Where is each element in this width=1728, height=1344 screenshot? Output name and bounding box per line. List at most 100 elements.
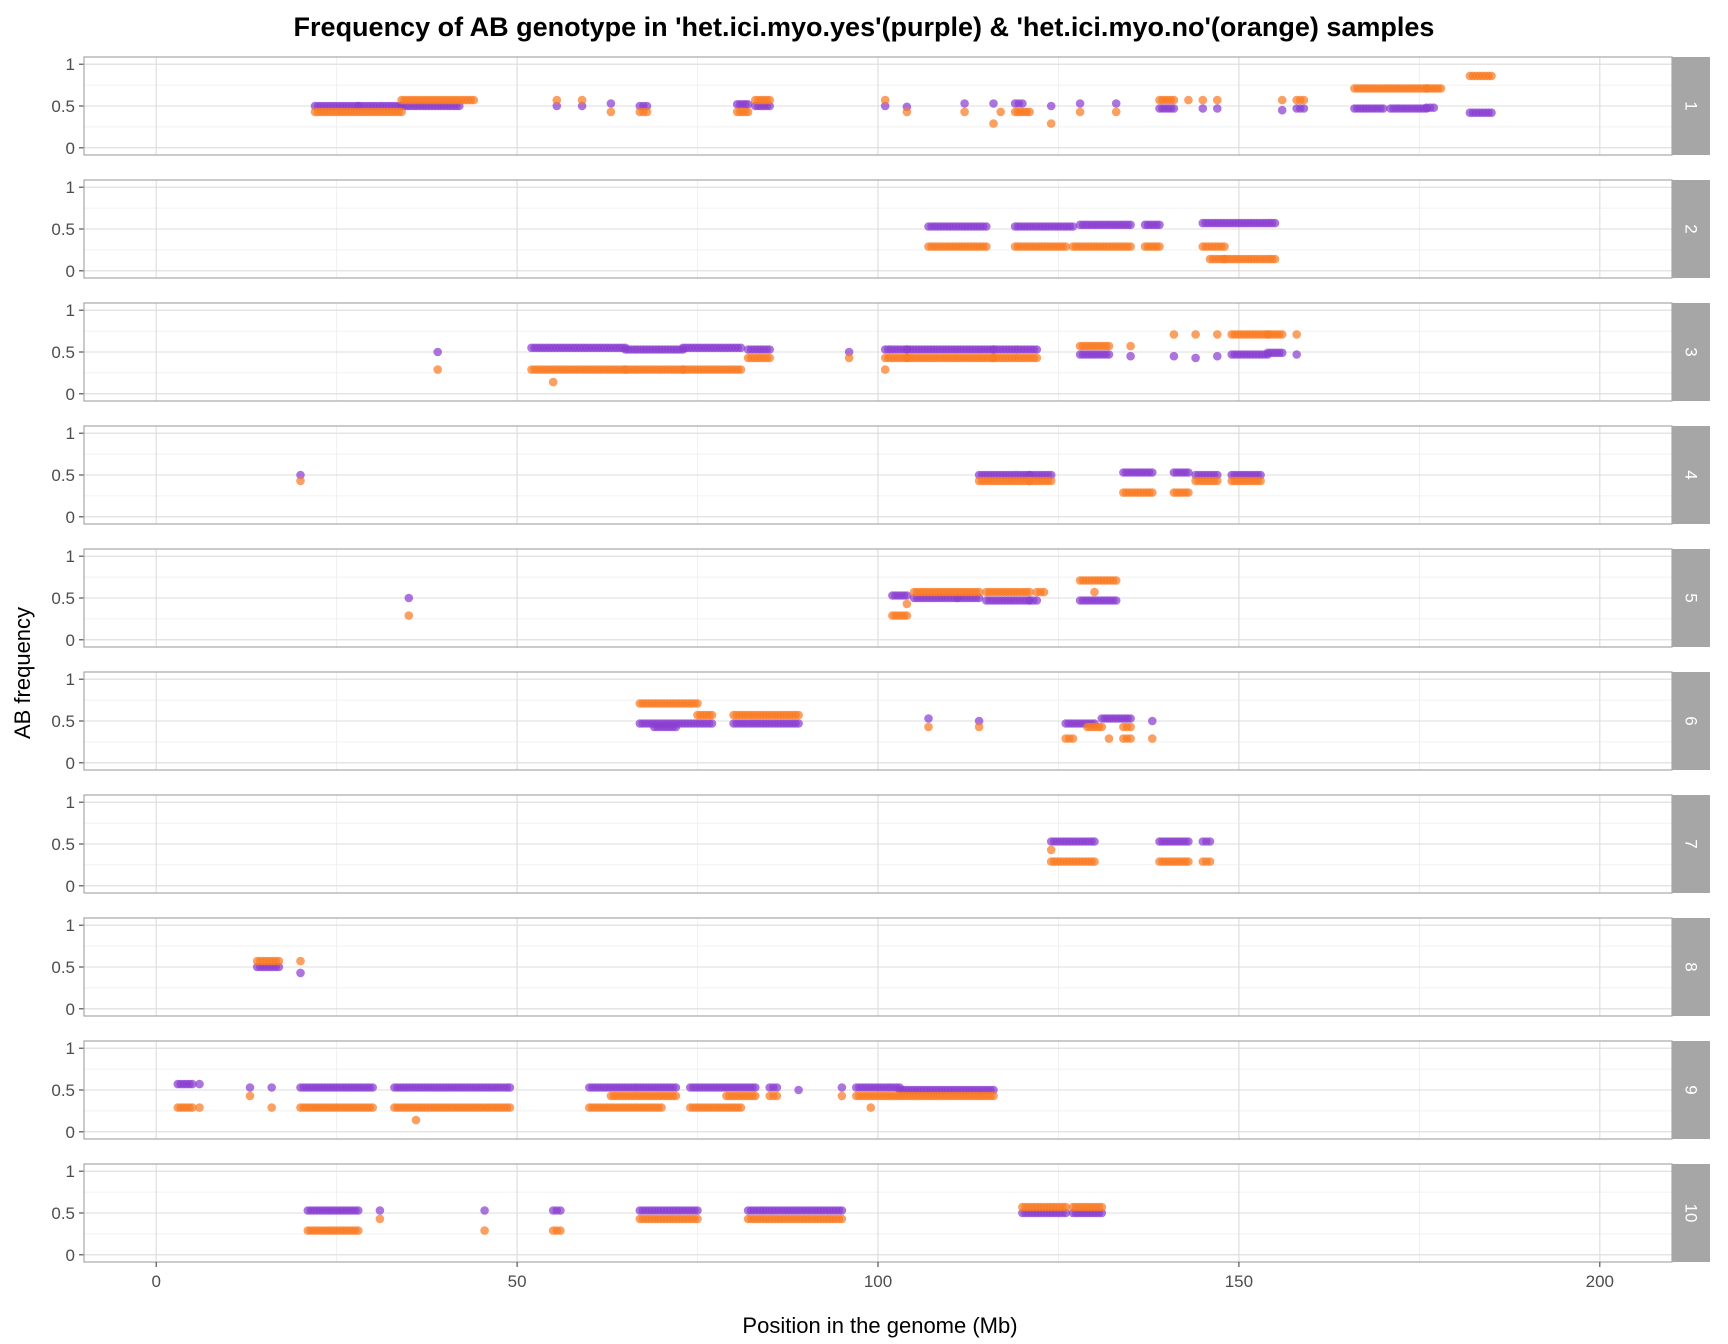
data-point: [1184, 837, 1193, 846]
series-no: [635, 699, 1157, 743]
data-point: [556, 1226, 565, 1235]
y-tick-label: 0: [66, 262, 75, 281]
series-no: [1046, 845, 1215, 866]
y-tick-label: 1: [66, 55, 75, 74]
data-point: [1104, 341, 1114, 351]
data-point: [1191, 353, 1200, 363]
y-tick-label: 0.5: [51, 958, 75, 977]
y-tick-label: 0: [66, 508, 75, 527]
series-no: [296, 476, 1265, 497]
data-point: [1277, 348, 1287, 358]
data-point: [1090, 587, 1099, 597]
data-point: [1256, 476, 1265, 486]
data-point: [1379, 104, 1388, 113]
data-point: [552, 101, 562, 111]
data-point: [671, 1083, 681, 1092]
data-point: [1148, 734, 1157, 743]
facet-strip-label: 8: [1682, 962, 1701, 971]
data-point: [1205, 857, 1215, 866]
data-point: [743, 107, 753, 117]
y-tick-label: 0.5: [51, 835, 75, 854]
data-point: [1126, 351, 1135, 361]
y-tick-label: 0: [66, 1123, 75, 1142]
data-point: [433, 365, 443, 374]
data-point: [844, 353, 854, 363]
data-point: [1184, 95, 1193, 105]
facet-strip: [1672, 1164, 1710, 1262]
facet-strip: [1672, 918, 1710, 1016]
panel-8: 0 0.5 1 8: [51, 916, 1710, 1019]
data-point: [606, 99, 616, 108]
y-tick-label: 0.5: [51, 1204, 75, 1223]
data-point: [751, 1083, 760, 1092]
panel-1: 0 0.5 1 1: [51, 55, 1710, 158]
data-point: [556, 1206, 565, 1215]
data-point: [1018, 99, 1027, 108]
data-point: [1075, 99, 1085, 108]
data-point: [1198, 104, 1208, 113]
data-point: [397, 107, 406, 117]
panels-group: 00.51100.51200.51300.51400.51500.51600.5…: [51, 55, 1710, 1265]
data-point: [707, 719, 717, 728]
data-point: [989, 119, 998, 128]
data-point: [1148, 488, 1157, 497]
data-point: [772, 1091, 782, 1101]
y-tick-label: 1: [66, 178, 75, 197]
data-point: [188, 1103, 197, 1112]
x-axis-title: Position in the genome (Mb): [742, 1313, 1017, 1338]
facet-strip: [1672, 426, 1710, 524]
data-point: [837, 1206, 847, 1215]
data-point: [1184, 488, 1193, 497]
x-tick-label: 200: [1586, 1272, 1614, 1291]
data-point: [1111, 576, 1121, 585]
facet-strip-label: 1: [1682, 101, 1701, 110]
data-point: [375, 1206, 385, 1215]
data-point: [765, 345, 774, 354]
data-point: [1032, 345, 1042, 354]
data-point: [1299, 104, 1309, 113]
data-point: [1126, 341, 1135, 351]
x-tick-label: 50: [508, 1272, 527, 1291]
data-point: [1090, 857, 1099, 866]
data-point: [1292, 330, 1301, 339]
data-point: [1155, 220, 1164, 230]
data-point: [671, 722, 681, 732]
y-tick-label: 1: [66, 301, 75, 320]
facet-strip: [1672, 303, 1710, 401]
facet-strip: [1672, 795, 1710, 893]
y-tick-label: 1: [66, 424, 75, 443]
series-no: [433, 330, 1301, 387]
data-point: [1111, 107, 1121, 117]
y-tick-label: 1: [66, 1162, 75, 1181]
data-point: [642, 107, 652, 117]
panel-3: 0 0.5 1 3: [51, 301, 1710, 404]
data-point: [751, 1091, 760, 1101]
series-yes: [924, 218, 1280, 231]
y-tick-label: 0: [66, 631, 75, 650]
x-tick-label: 150: [1225, 1272, 1253, 1291]
data-point: [1169, 330, 1179, 339]
facet-strip-label: 6: [1682, 716, 1701, 725]
data-point: [1205, 837, 1215, 846]
data-point: [1126, 722, 1135, 732]
data-point: [837, 1091, 847, 1101]
facet-strip-label: 5: [1682, 593, 1701, 602]
y-tick-label: 1: [66, 1039, 75, 1058]
data-point: [1220, 242, 1229, 251]
facet-strip: [1672, 549, 1710, 647]
data-point: [577, 101, 587, 111]
y-tick-label: 0: [66, 877, 75, 896]
data-point: [296, 470, 305, 480]
y-tick-label: 0.5: [51, 97, 75, 116]
panel-6: 0 0.5 1 6: [51, 670, 1710, 773]
facet-strip-label: 3: [1682, 347, 1701, 356]
facet-strip: [1672, 672, 1710, 770]
data-point: [794, 719, 803, 728]
data-point: [1046, 119, 1056, 128]
facet-strip: [1672, 1041, 1710, 1139]
facet-strip: [1672, 180, 1710, 278]
data-point: [1184, 468, 1193, 477]
y-tick-label: 1: [66, 793, 75, 812]
series-yes: [1046, 837, 1215, 846]
y-tick-label: 0.5: [51, 466, 75, 485]
